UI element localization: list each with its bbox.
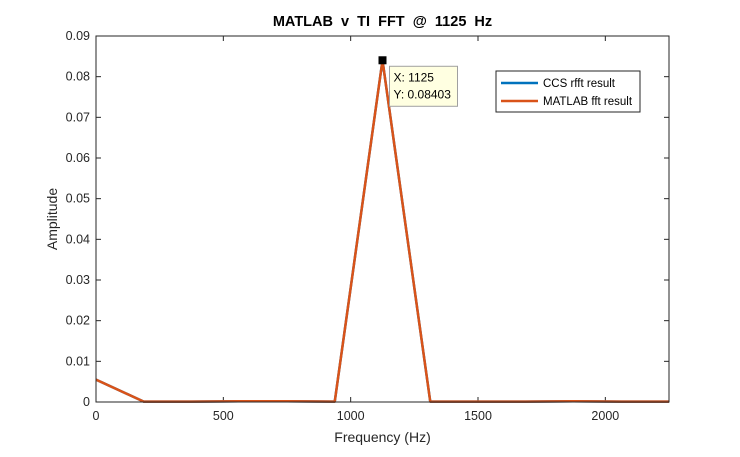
y-tick-label: 0.06 [66, 151, 90, 165]
chart-title: MATLAB v TI FFT @ 1125 Hz [273, 14, 492, 30]
datatip-y-text: Y: 0.08403 [394, 87, 452, 101]
datatip-box [389, 65, 458, 107]
x-tick-label: 1500 [464, 409, 492, 423]
y-axis-label: Amplitude [44, 188, 60, 250]
y-tick-label: 0.01 [66, 354, 90, 368]
legend-label-ccs: CCS rfft result [543, 78, 616, 90]
legend-box [495, 70, 641, 113]
y-tick-label: 0.08 [66, 70, 90, 84]
datatip-x-text: X: 1125 [394, 70, 435, 84]
x-tick-label: 1000 [337, 409, 365, 423]
datatip-marker[interactable] [378, 56, 387, 65]
plot-frame [95, 35, 670, 403]
y-tick-label: 0.07 [66, 110, 90, 124]
datatip[interactable]: X: 1125 Y: 0.08403 [378, 56, 458, 107]
y-axis: 0 0.01 0.02 0.03 0.04 0.05 0.06 0.07 0.08 0.09 [66, 29, 669, 409]
y-tick-label: 0.09 [66, 29, 90, 43]
x-tick-label: 0 [93, 409, 100, 423]
x-tick-label: 2000 [591, 409, 619, 423]
y-tick-label: 0 [83, 395, 90, 409]
y-tick-label: 0.05 [66, 192, 90, 206]
legend-label-matlab: MATLAB fft result [543, 96, 633, 108]
y-tick-label: 0.02 [66, 314, 90, 328]
y-tick-label: 0.04 [66, 232, 90, 246]
y-tick-label: 0.03 [66, 273, 90, 287]
x-tick-label: 500 [213, 409, 234, 423]
x-axis-label: Frequency (Hz) [334, 429, 430, 445]
legend[interactable]: CCS rfft result MATLAB fft result [495, 70, 641, 113]
x-axis: 0 500 1000 1500 2000 [93, 36, 619, 423]
